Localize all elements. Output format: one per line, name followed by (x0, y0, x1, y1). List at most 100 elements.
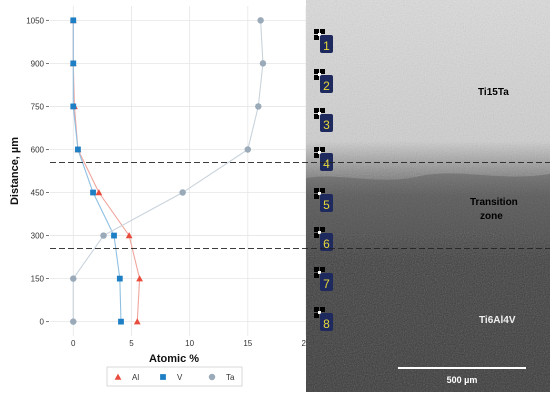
legend-marker-al (114, 373, 122, 380)
scale-bar-label: 500 µm (447, 375, 478, 385)
region-label-ti15ta: Ti15Ta (478, 87, 509, 98)
data-point-v (70, 60, 77, 67)
analysis-point-4: 4 (314, 147, 333, 171)
point-crosshair (314, 114, 319, 119)
point-crosshair-center (318, 231, 321, 234)
legend: Al V Ta (106, 366, 243, 387)
point-crosshair (320, 307, 325, 312)
point-crosshair (320, 108, 325, 113)
point-label-box (320, 273, 333, 291)
analysis-point-2: 2 (314, 69, 333, 93)
data-point-ta (257, 17, 264, 24)
point-crosshair (320, 267, 325, 272)
data-point-al (133, 318, 141, 325)
point-label-number: 2 (323, 79, 330, 93)
y-tick-label: 0 (40, 318, 45, 327)
x-tick-label: 0 (71, 339, 76, 348)
micrograph-texture (306, 0, 550, 392)
point-label-box (320, 35, 333, 53)
data-point-ta (179, 189, 186, 196)
data-point-al (136, 275, 143, 282)
data-point-v (70, 17, 77, 24)
point-crosshair-center (318, 73, 321, 76)
point-crosshair-center (318, 271, 321, 274)
y-tick-label: 600 (31, 145, 45, 154)
data-point-al (125, 232, 133, 239)
analysis-points: 1 2 3 4 5 6 7 8 (314, 29, 333, 331)
point-crosshair (314, 194, 319, 199)
region-label-zone: zone (480, 211, 503, 222)
point-label-number: 6 (323, 237, 330, 251)
analysis-point-6: 6 (314, 227, 333, 251)
data-point-ta (70, 318, 77, 325)
data-point-v (70, 103, 77, 110)
micrograph: Ti15Ta Transition zone Ti6Al4V 12345678 … (306, 0, 550, 392)
analysis-point-7: 7 (314, 267, 333, 291)
point-crosshair (314, 267, 319, 272)
point-crosshair-center (318, 192, 321, 195)
point-label-number: 8 (323, 317, 330, 331)
point-crosshair (314, 227, 319, 232)
legend-label-ta: Ta (226, 373, 235, 382)
point-crosshair (314, 108, 319, 113)
data-point-ta (244, 146, 252, 153)
y-tick-label: 900 (31, 59, 45, 68)
point-label-box (320, 313, 333, 331)
y-axis-title: Distance, µm (9, 137, 21, 205)
y-tick-label: 1050 (26, 16, 44, 25)
legend-box (106, 366, 243, 387)
reference-lines (50, 161, 550, 249)
x-tick-label: 5 (129, 339, 134, 348)
x-tick-label: 15 (243, 339, 252, 348)
point-crosshair (320, 69, 325, 74)
data-point-v (118, 318, 124, 325)
analysis-point-3: 3 (314, 108, 333, 132)
point-crosshair-center (318, 112, 321, 115)
legend-label-v: V (177, 373, 183, 382)
point-label-number: 4 (323, 157, 330, 171)
point-crosshair (320, 227, 325, 232)
point-crosshair (314, 29, 319, 34)
y-tick-label: 450 (31, 189, 45, 198)
point-label-box (320, 75, 333, 93)
region-label-transition: Transition (470, 197, 518, 208)
analysis-point-1: 1 (314, 29, 333, 53)
point-label-box (320, 114, 333, 132)
data-point-v (111, 232, 117, 239)
legend-label-al: Al (132, 373, 139, 382)
data-point-ta (100, 232, 107, 239)
data-point-ta (259, 60, 267, 67)
data-point-ta (70, 275, 77, 282)
series-line-ta (72, 20, 264, 322)
point-crosshair (314, 147, 319, 152)
point-crosshair (314, 307, 319, 312)
y-tick-label: 150 (31, 275, 45, 284)
point-crosshair-center (318, 311, 321, 314)
series-lines (72, 20, 264, 322)
point-crosshair-center (318, 33, 321, 36)
point-label-box (320, 194, 333, 212)
point-crosshair (314, 273, 319, 278)
point-crosshair (314, 75, 319, 80)
data-point-ta (255, 103, 262, 110)
data-point-v (116, 275, 123, 282)
point-label-box (320, 233, 333, 251)
point-crosshair (320, 188, 325, 193)
data-point-v (90, 189, 96, 196)
x-axis-title: Atomic % (149, 353, 199, 365)
y-tick-label: 300 (31, 232, 45, 241)
point-crosshair (314, 233, 319, 238)
point-crosshair (314, 69, 319, 74)
x-axis-ticks: 05101520 (71, 339, 311, 348)
point-label-box (320, 153, 333, 171)
point-crosshair-center (318, 151, 321, 154)
y-tick-label: 750 (31, 102, 45, 111)
region-label-ti6al4v: Ti6Al4V (479, 315, 516, 326)
point-crosshair (314, 188, 319, 193)
series-markers (69, 16, 267, 325)
point-label-number: 3 (323, 118, 330, 132)
point-crosshair (314, 153, 319, 158)
legend-marker-ta (208, 373, 216, 381)
